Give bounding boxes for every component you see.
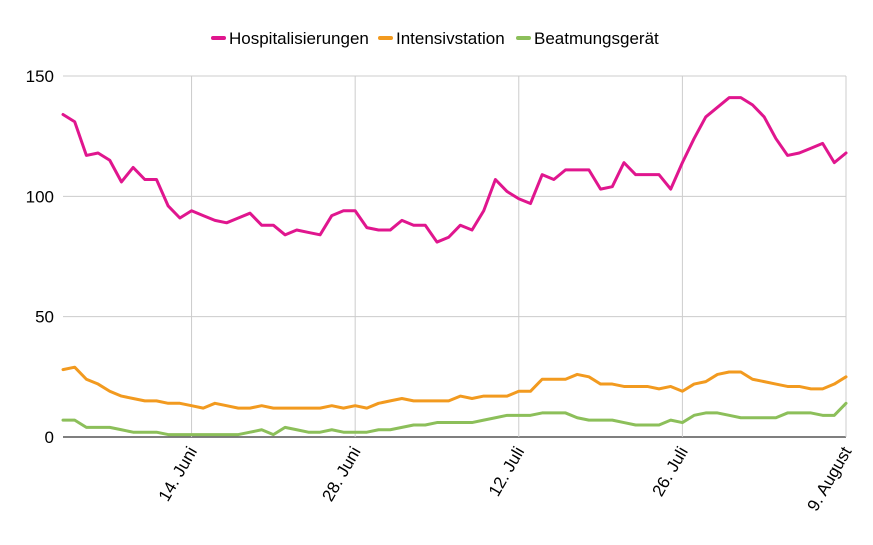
x-tick-label: 14. Juni [155, 444, 201, 505]
legend-label: Hospitalisierungen [229, 29, 369, 48]
y-tick-label: 50 [35, 308, 54, 327]
x-tick-label: 9. August [804, 443, 856, 514]
legend: Hospitalisierungen Intensivstation Beatmun… [211, 29, 659, 48]
legend-label: Beatmungsgerät [534, 29, 659, 48]
legend-label: Intensivstation [396, 29, 505, 48]
y-axis: 0 50 100 150 [26, 67, 54, 447]
gridlines [63, 75, 847, 438]
series-layer [61, 96, 848, 437]
y-tick-label: 0 [45, 428, 54, 447]
x-tick-label: 12. Juli [485, 444, 528, 500]
y-tick-label: 100 [26, 187, 54, 206]
x-tick-label: 26. Juli [648, 444, 691, 500]
x-tick-label: 28. Juni [318, 444, 364, 505]
y-tick-label: 150 [26, 67, 54, 86]
series-line-intensivstation [61, 365, 848, 410]
x-axis: 14. Juni 28. Juni 12. Juli 26. Juli 9. Augus… [155, 443, 856, 514]
series-line-beatmungsgerät [61, 401, 848, 437]
series-line-hospitalisierungen [61, 96, 848, 244]
